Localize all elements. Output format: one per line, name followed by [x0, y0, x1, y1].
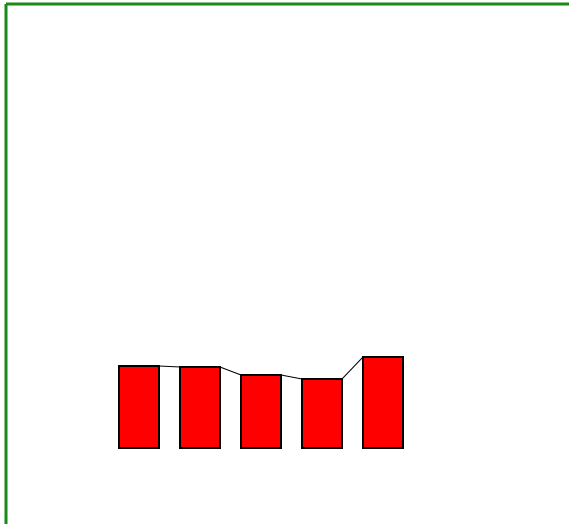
bar [301, 378, 343, 449]
bar [118, 365, 160, 449]
bar [179, 366, 221, 449]
bar [362, 356, 404, 449]
connector [280, 374, 303, 380]
connector [341, 356, 364, 380]
connector [219, 366, 242, 376]
bar [240, 374, 282, 449]
connector [158, 365, 181, 368]
